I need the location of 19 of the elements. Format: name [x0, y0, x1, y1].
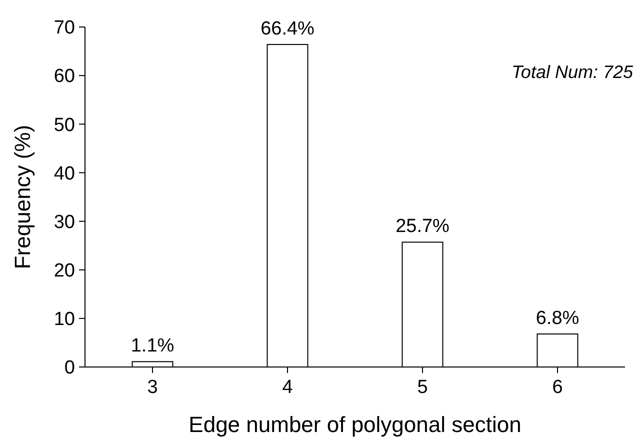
annotation: Total Num: 725 [512, 62, 634, 82]
x-tick-label: 5 [417, 377, 428, 398]
y-tick-label: 40 [54, 163, 75, 184]
y-tick-label: 20 [54, 260, 75, 282]
data-label: 1.1% [130, 336, 174, 357]
y-tick-label: 10 [54, 309, 75, 330]
x-tick-label: 4 [282, 377, 294, 398]
y-tick-label: 50 [54, 114, 75, 136]
data-label: 6.8% [536, 308, 580, 329]
y-tick-label: 60 [54, 66, 75, 88]
data-label: 25.7% [396, 216, 450, 238]
x-tick-label: 6 [552, 377, 563, 398]
y-tick-label: 0 [64, 358, 75, 379]
x-axis-title: Edge number of polygonal section [188, 412, 522, 437]
data-label: 66.4% [260, 18, 315, 40]
y-tick-label: 70 [54, 18, 75, 39]
x-tick-label: 3 [147, 377, 158, 398]
y-tick-label: 30 [54, 212, 75, 233]
y-axis-title: Frequency (%) [10, 124, 35, 270]
